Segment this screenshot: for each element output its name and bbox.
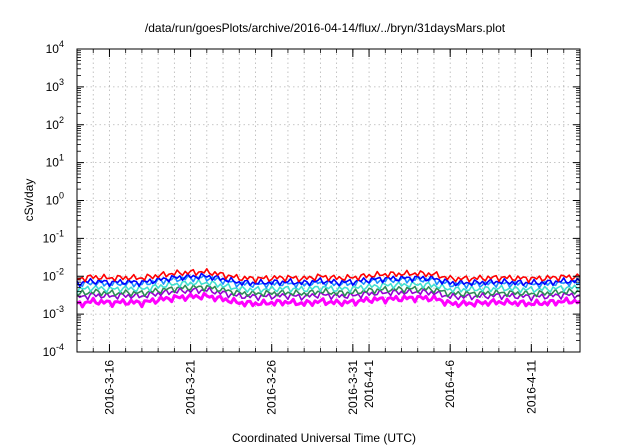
series-line [76,291,581,309]
y-tick-label: 10-3 [43,304,64,321]
x-tick-label: 2016-3-16 [102,360,116,415]
y-tick-label: 104 [46,39,64,56]
x-tick-label: 2016-3-31 [346,360,360,415]
x-axis-label: Coordinated Universal Time (UTC) [232,431,416,445]
series-layer [76,268,581,309]
y-tick-exponent: -4 [56,342,64,352]
y-tick-base: 10 [46,118,60,132]
chart-title: /data/run/goesPlots/archive/2016-04-14/f… [145,21,506,35]
y-tick-base: 10 [43,231,57,245]
x-tick-label: 2016-4-1 [362,360,376,408]
y-tick-exponent: 4 [59,39,64,49]
y-tick-label: 10-2 [43,266,64,283]
x-tick-labels: 2016-3-16 2016-3-21 2016-3-26 2016-3-31 2016… [102,360,538,415]
y-tick-exponent: 2 [59,115,64,125]
y-tick-base: 10 [46,194,60,208]
y-tick-label: 10-4 [43,342,64,359]
y-tick-exponent: 1 [59,153,64,163]
series-line [76,286,581,302]
plot-frame [76,48,581,353]
y-tick-base: 10 [46,42,60,56]
y-axis-label: cSv/day [22,179,36,222]
y-tick-label: 101 [46,153,64,170]
y-tick-exponent: -2 [56,266,64,276]
y-tick-base: 10 [43,345,57,359]
x-tick-label: 2016-3-21 [184,360,198,415]
y-tick-label: 100 [46,191,64,208]
y-tick-label: 10-1 [43,228,64,245]
y-tick-base: 10 [43,307,57,321]
x-tick-label: 2016-4-11 [524,360,538,414]
x-tick-label: 2016-4-6 [443,360,457,408]
y-tick-label: 102 [46,115,64,132]
grid [77,49,580,352]
y-tick-base: 10 [46,80,60,94]
y-tick-label: 103 [46,77,64,94]
series-line [76,278,581,294]
y-tick-exponent: -3 [56,304,64,314]
y-tick-exponent: 0 [59,191,64,201]
x-tick-label: 2016-3-26 [265,360,279,415]
y-tick-exponent: 3 [59,77,64,87]
y-tick-base: 10 [46,156,60,170]
y-tick-base: 10 [43,269,57,283]
y-tick-exponent: -1 [56,228,64,238]
axes [76,48,581,353]
series-line [76,268,581,284]
